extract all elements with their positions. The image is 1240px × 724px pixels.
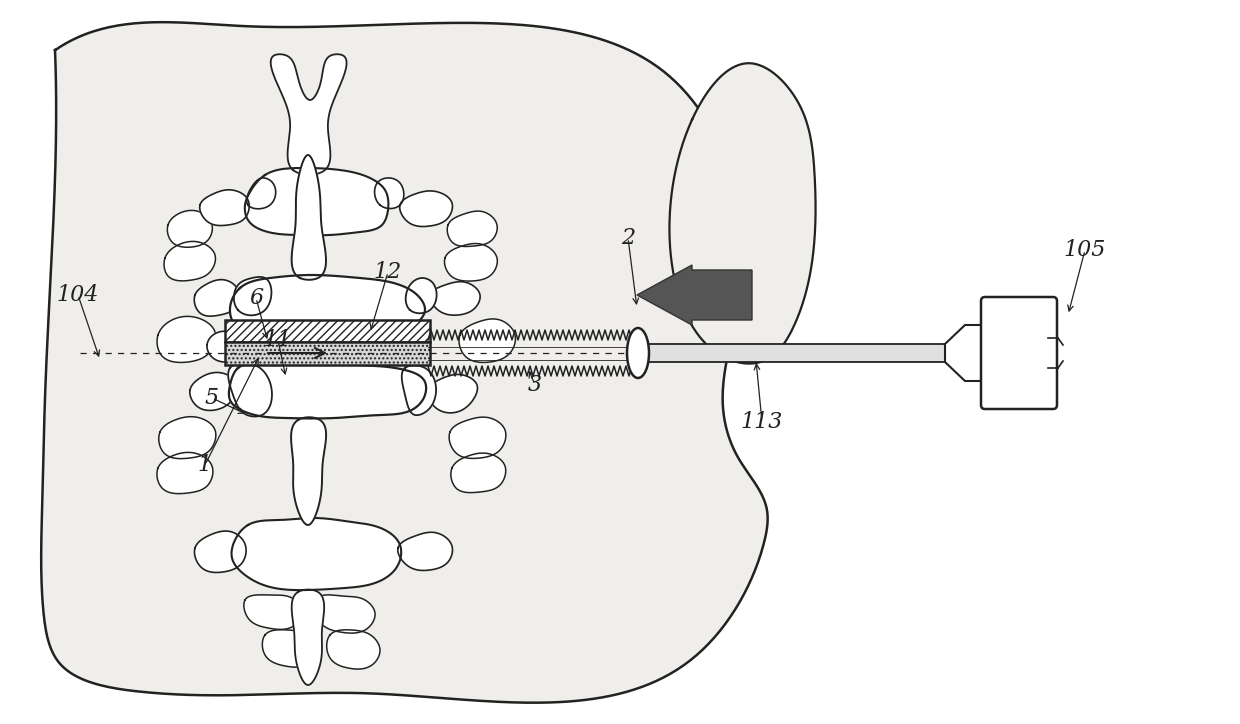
Polygon shape (229, 362, 427, 418)
Polygon shape (945, 325, 985, 381)
Polygon shape (291, 589, 324, 685)
Polygon shape (315, 595, 374, 633)
FancyArrow shape (637, 265, 751, 325)
Polygon shape (392, 331, 428, 362)
Polygon shape (190, 372, 236, 411)
Polygon shape (200, 190, 249, 226)
Text: 104: 104 (57, 284, 99, 306)
Text: 6: 6 (249, 287, 263, 309)
Text: 12: 12 (374, 261, 402, 283)
Polygon shape (398, 532, 453, 571)
Polygon shape (670, 63, 816, 363)
Polygon shape (399, 191, 453, 227)
Polygon shape (448, 211, 497, 246)
Polygon shape (195, 531, 246, 573)
Polygon shape (430, 282, 480, 315)
Polygon shape (374, 178, 404, 209)
Polygon shape (167, 211, 212, 248)
Polygon shape (444, 243, 497, 281)
Text: 113: 113 (740, 411, 784, 433)
Polygon shape (224, 342, 430, 365)
Polygon shape (41, 22, 768, 703)
Polygon shape (402, 366, 436, 415)
Polygon shape (157, 452, 213, 494)
Polygon shape (159, 417, 216, 458)
Polygon shape (207, 331, 243, 362)
Polygon shape (326, 630, 379, 669)
Polygon shape (224, 320, 430, 342)
Polygon shape (195, 279, 239, 316)
Polygon shape (247, 178, 275, 209)
Bar (639, 344, 949, 362)
Polygon shape (449, 417, 506, 458)
Polygon shape (291, 417, 326, 525)
Polygon shape (157, 316, 216, 363)
Text: 1: 1 (198, 454, 212, 476)
Polygon shape (232, 518, 402, 590)
Text: 105: 105 (1064, 239, 1106, 261)
Polygon shape (428, 374, 477, 413)
Polygon shape (229, 275, 425, 338)
FancyBboxPatch shape (981, 297, 1056, 409)
Text: 5: 5 (205, 387, 219, 409)
Polygon shape (405, 278, 436, 313)
Text: 2: 2 (621, 227, 635, 249)
Polygon shape (451, 453, 506, 492)
Polygon shape (459, 319, 516, 363)
Polygon shape (270, 54, 347, 174)
Polygon shape (164, 241, 216, 281)
Ellipse shape (627, 328, 649, 378)
Polygon shape (263, 630, 317, 668)
Polygon shape (244, 595, 303, 629)
Text: 3: 3 (528, 374, 542, 396)
Polygon shape (228, 363, 272, 416)
Text: 11: 11 (264, 329, 293, 351)
Polygon shape (234, 277, 272, 316)
Polygon shape (244, 168, 388, 235)
Polygon shape (291, 155, 326, 279)
